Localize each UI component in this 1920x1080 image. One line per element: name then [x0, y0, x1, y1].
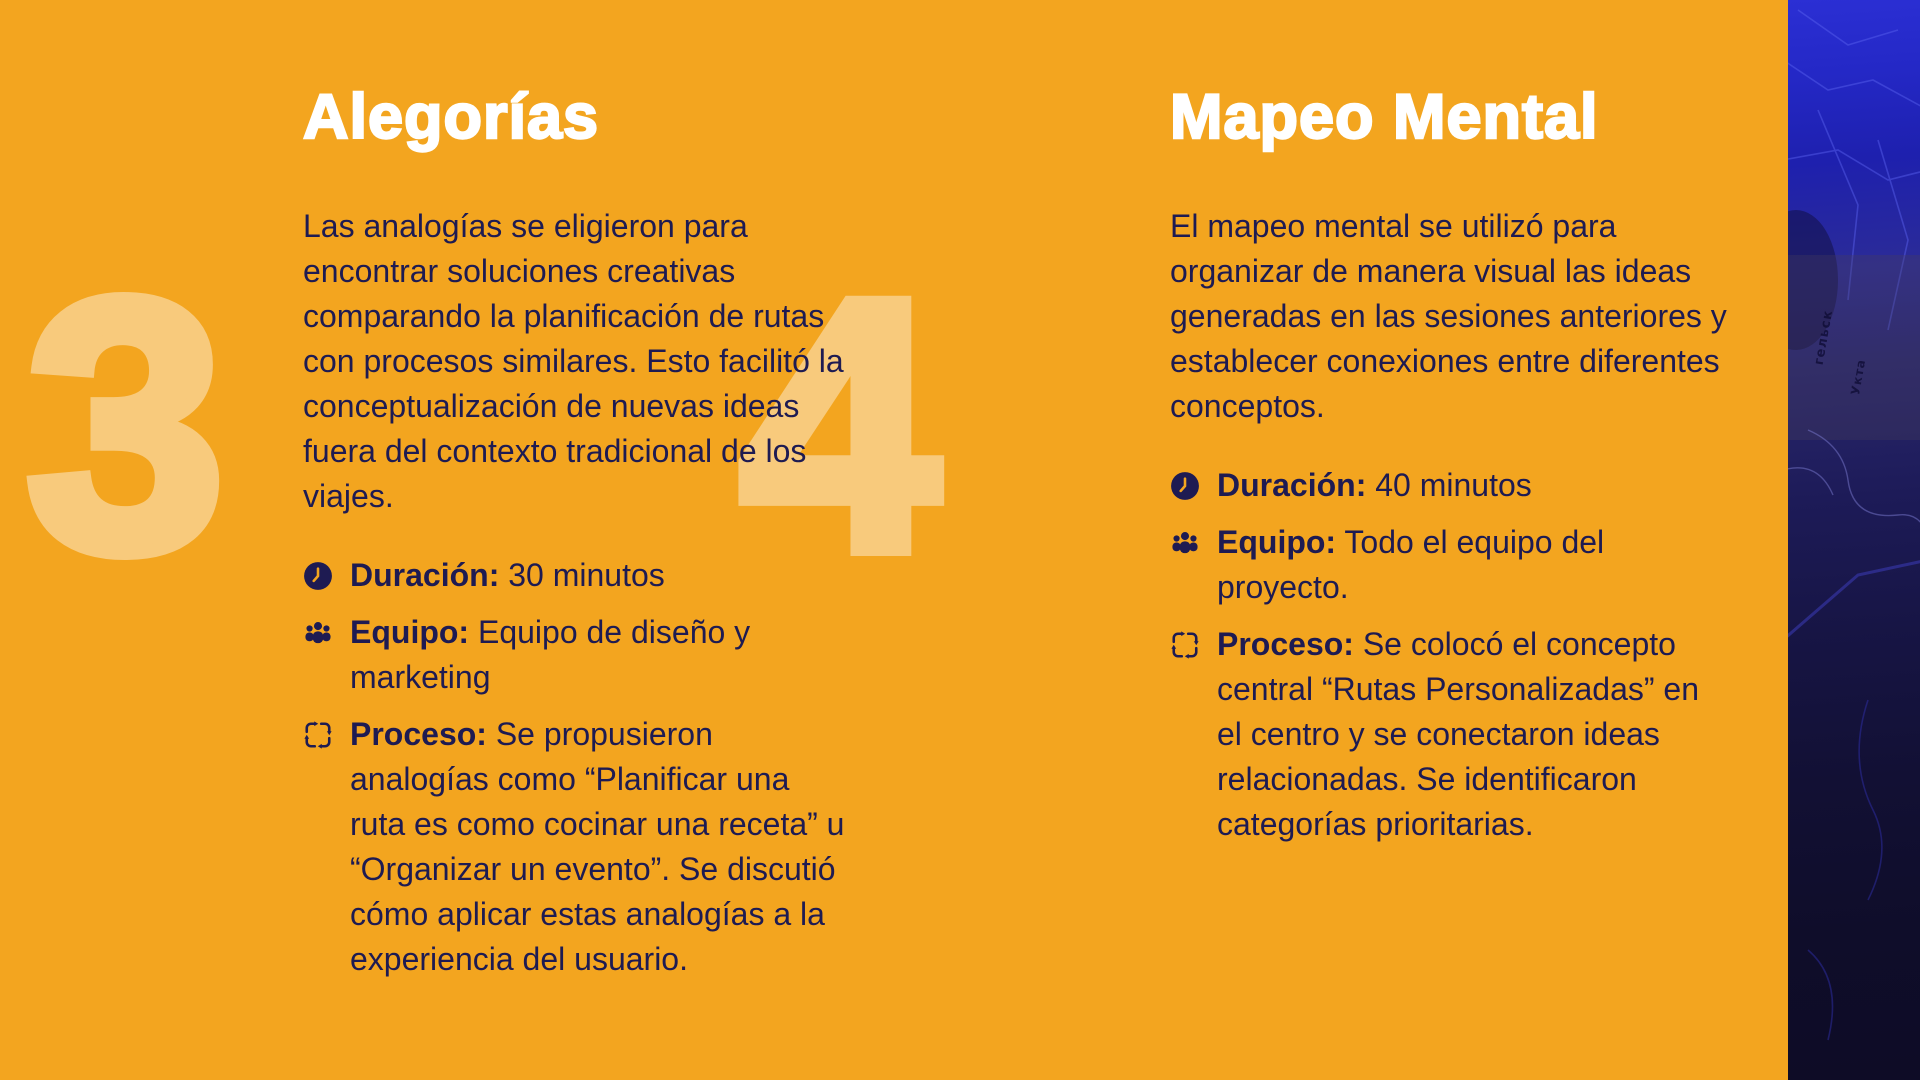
bullet-label: Duración:	[1217, 467, 1367, 504]
bullet-equipo: Equipo: Todo el equipo del proyecto.	[1170, 520, 1730, 610]
bullet-label: Proceso:	[350, 716, 487, 753]
bullet-label: Duración:	[350, 557, 500, 594]
bullet-label: Equipo:	[1217, 524, 1337, 561]
bullet-text: Equipo de diseño y marketing	[350, 614, 751, 696]
bullet-list: Duración: 30 minutos Equipo: Equipo de d…	[303, 553, 851, 982]
bullet-equipo: Equipo: Equipo de diseño y marketing	[303, 610, 851, 700]
people-icon	[1170, 528, 1200, 558]
process-icon	[1170, 630, 1200, 660]
bullet-text: Todo el equipo del proyecto.	[1217, 524, 1605, 606]
section-title: Alegorías	[302, 82, 600, 152]
section-mapeo-mental: Mapeo Mental El mapeo mental se utilizó …	[1169, 82, 1730, 859]
bullet-text: 40 minutos	[1375, 467, 1532, 504]
bullet-proceso: Proceso: Se propusieron analogías como “…	[303, 712, 851, 982]
map-image-strip: гельск Укта	[1788, 0, 1920, 1080]
section-alegorias: Alegorías Las analogías se eligieron par…	[302, 82, 851, 994]
bullet-list: Duración: 40 minutos Equipo: Todo el equ…	[1170, 463, 1730, 847]
clock-icon	[303, 561, 333, 591]
section-description: El mapeo mental se utilizó para organiza…	[1170, 208, 1727, 425]
section-title: Mapeo Mental	[1169, 82, 1599, 152]
bullet-text: Se propusieron analogías como “Planifica…	[350, 716, 845, 978]
process-icon	[303, 720, 333, 750]
bullet-duracion: Duración: 30 minutos	[303, 553, 851, 598]
bullet-label: Equipo:	[350, 614, 470, 651]
bullet-label: Proceso:	[1217, 626, 1354, 663]
people-icon	[303, 618, 333, 648]
bullet-duracion: Duración: 40 minutos	[1170, 463, 1730, 508]
clock-icon	[1170, 471, 1200, 501]
section-number-3: 3	[19, 225, 232, 625]
bullet-text: Se colocó el concepto central “Rutas Per…	[1217, 626, 1700, 843]
map-texture	[1788, 9, 1920, 1041]
section-number-4: 4	[733, 225, 946, 625]
section-description: Las analogías se eligieron para encontra…	[303, 208, 844, 515]
bullet-text: 30 minutos	[508, 557, 665, 594]
bullet-proceso: Proceso: Se colocó el concepto central “…	[1170, 622, 1730, 847]
